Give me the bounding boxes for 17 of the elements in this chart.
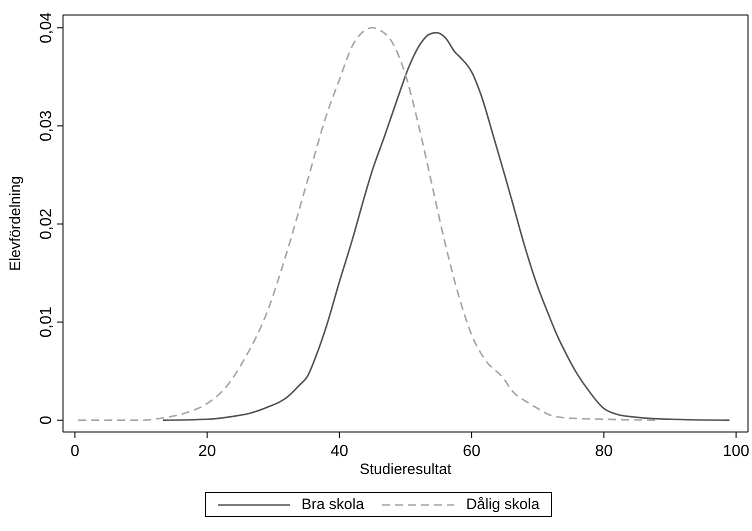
x-tick-label: 100	[722, 443, 750, 460]
line-series	[77, 26, 658, 422]
y-tick-label: 0	[38, 416, 55, 425]
x-tick-label: 40	[330, 443, 348, 460]
x-axis-title: Studieresultat	[360, 461, 452, 478]
y-tick-label: 0,02	[38, 208, 55, 240]
x-tick-label: 60	[462, 443, 481, 460]
y-axis-title: Elevfördelning	[7, 176, 24, 272]
x-tick-label: 80	[594, 443, 613, 460]
legend-label: Dålig skola	[466, 496, 540, 513]
x-tick-label: 20	[198, 443, 216, 460]
y-tick-label: 0,01	[38, 306, 55, 338]
y-tick-label: 0,03	[38, 110, 55, 142]
line-series	[162, 32, 730, 422]
y-tick-label: 0,04	[38, 12, 55, 44]
x-tick-label: 0	[70, 443, 80, 460]
legend-label: Bra skola	[302, 496, 364, 513]
